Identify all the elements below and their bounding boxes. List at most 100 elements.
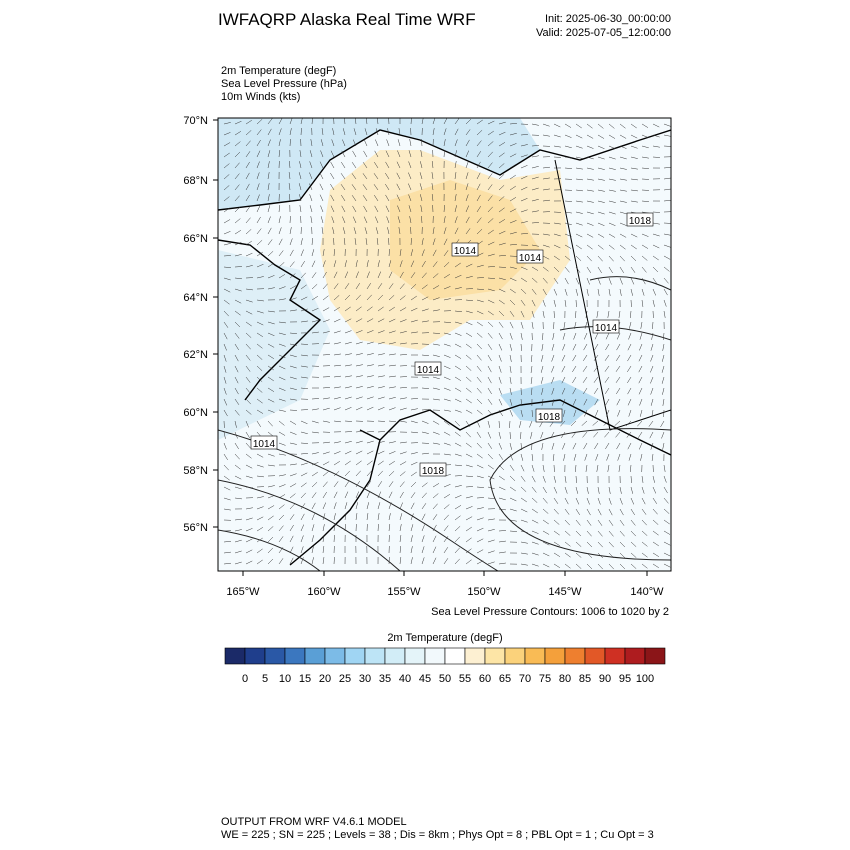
wind-barb — [561, 354, 566, 362]
wind-barb — [542, 530, 550, 535]
wind-barb — [531, 387, 533, 395]
wind-barb — [267, 526, 274, 532]
map-field — [218, 118, 671, 571]
wind-barb — [377, 440, 385, 444]
wind-barb — [300, 557, 304, 565]
wind-barb — [630, 123, 637, 129]
wind-barb — [509, 231, 517, 235]
wind-barb — [256, 506, 264, 510]
wind-barb — [575, 200, 583, 203]
wind-barb — [498, 174, 505, 180]
wind-barb — [364, 227, 368, 235]
wind-barb — [267, 387, 275, 392]
wind-barb — [300, 308, 308, 312]
wind-barb — [234, 321, 241, 328]
wind-barb — [267, 453, 275, 457]
colorbar-box — [484, 647, 506, 665]
wind-barb — [421, 387, 429, 389]
wind-barb — [443, 286, 451, 290]
wind-barb — [619, 178, 627, 181]
wind-barb — [377, 375, 385, 378]
wind-barb — [432, 354, 440, 357]
wind-barb — [377, 353, 385, 356]
wind-barb — [289, 227, 292, 235]
wind-barb — [421, 139, 423, 147]
wind-barb — [377, 330, 385, 334]
wind-barb — [344, 431, 352, 433]
wind-barb — [509, 143, 517, 147]
wind-barb — [443, 376, 451, 380]
wind-barb — [498, 332, 503, 340]
wind-barb — [385, 183, 390, 191]
colorbar-box — [584, 647, 606, 665]
wind-barb — [597, 145, 605, 149]
wind-barb — [531, 563, 539, 567]
wind-barb — [330, 205, 335, 213]
wind-barb — [531, 277, 538, 283]
wind-barb — [223, 255, 231, 257]
wind-barb — [542, 541, 550, 546]
wind-barb — [267, 354, 275, 359]
wind-barb — [352, 150, 357, 158]
wind-barb — [652, 508, 658, 515]
wind-barb — [344, 502, 348, 510]
wind-barb — [223, 376, 227, 384]
lon-label: 145°W — [548, 586, 582, 598]
wind-barb — [322, 420, 330, 423]
wind-barb — [234, 442, 239, 450]
wind-barb — [652, 299, 655, 307]
wind-barb — [662, 442, 665, 450]
wind-barb — [245, 560, 253, 565]
wind-barb — [564, 530, 571, 536]
wind-barb — [498, 254, 506, 257]
wind-barb — [355, 294, 361, 301]
wind-barb — [353, 128, 357, 136]
wind-barb — [608, 519, 614, 526]
wind-barb — [300, 472, 308, 477]
wind-barb — [443, 387, 451, 391]
wind-barb — [551, 387, 555, 395]
wind-barb — [300, 462, 308, 466]
wind-barb — [278, 484, 286, 488]
wind-barb — [608, 222, 616, 226]
wind-barb — [640, 321, 643, 329]
wind-barb — [487, 253, 495, 257]
wind-barb — [223, 497, 231, 501]
wind-barb — [410, 398, 418, 400]
wind-barb — [628, 453, 632, 461]
wind-barb — [553, 134, 561, 138]
wind-barb — [663, 244, 671, 248]
wind-barb — [245, 119, 252, 125]
wind-barb — [300, 524, 305, 532]
wind-barb — [432, 309, 440, 312]
wind-barb — [377, 396, 385, 400]
wind-barb — [355, 306, 362, 312]
wind-barb — [498, 530, 506, 532]
wind-barb — [289, 365, 297, 369]
wind-barb — [234, 431, 238, 439]
wind-barb — [498, 207, 505, 213]
wind-barb — [289, 332, 297, 334]
wind-barb — [322, 319, 330, 323]
wind-barb — [561, 376, 566, 384]
wind-barb — [551, 365, 555, 373]
wind-barb — [298, 183, 302, 191]
wind-barb — [564, 541, 571, 547]
wind-barb — [322, 557, 325, 565]
wind-barb — [487, 120, 495, 125]
wind-barb — [509, 132, 517, 136]
wind-barb — [562, 442, 566, 450]
wind-barb — [561, 387, 566, 395]
wind-barb — [641, 145, 649, 149]
wind-barb — [432, 387, 440, 390]
wind-barb — [355, 260, 358, 268]
lat-label: 66°N — [183, 233, 208, 245]
wind-barb — [597, 211, 605, 215]
wind-barb — [245, 194, 250, 202]
wind-barb — [476, 549, 484, 554]
wind-barb — [498, 387, 502, 395]
wind-barb — [487, 398, 493, 405]
wind-barb — [366, 282, 372, 290]
wind-barb — [651, 409, 654, 417]
wind-barb — [421, 249, 425, 257]
